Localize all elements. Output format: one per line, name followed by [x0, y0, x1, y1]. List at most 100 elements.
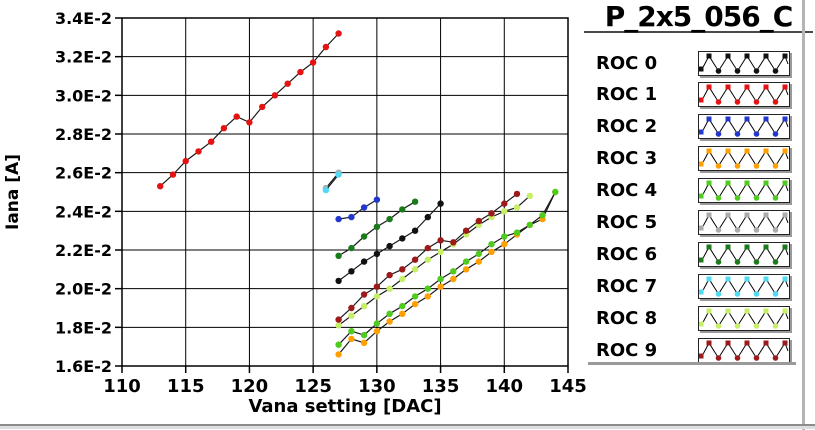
data-point: [462, 266, 470, 273]
data-point: [424, 244, 431, 252]
data-point: [271, 92, 279, 99]
data-point: [297, 68, 304, 76]
legend-marker-box[interactable]: [698, 305, 790, 331]
legend-zigzag-icon: [698, 276, 789, 297]
data-point: [450, 268, 457, 275]
legend-marker-box[interactable]: [698, 146, 790, 172]
legend-marker-box[interactable]: [698, 273, 790, 299]
window-right-bevel: [802, 0, 805, 430]
data-point: [411, 300, 419, 308]
y-tick-label: 2.8E-2: [55, 125, 112, 144]
data-point: [411, 293, 419, 300]
y-tick-label: 1.8E-2: [55, 318, 112, 337]
data-point: [373, 250, 381, 258]
legend-marker-box[interactable]: [698, 241, 790, 267]
data-point: [513, 204, 521, 211]
data-point: [475, 217, 482, 225]
data-point: [488, 248, 495, 256]
legend-zigzag-icon: [698, 148, 789, 169]
x-tick-label: 110: [103, 376, 141, 397]
data-point: [501, 241, 508, 248]
y-tick-label: 2.4E-2: [55, 202, 112, 221]
data-point: [335, 351, 342, 358]
data-point: [386, 310, 393, 317]
legend-zigzag-icon: [698, 180, 789, 201]
data-point: [501, 208, 508, 215]
data-point: [360, 291, 368, 298]
legend-bottom-bevel: [588, 362, 796, 365]
legend-item-roc-2[interactable]: ROC 2: [596, 114, 796, 140]
data-point: [360, 331, 368, 339]
data-point: [360, 258, 368, 265]
legend-item-roc-9[interactable]: ROC 9: [596, 337, 796, 363]
window-bottom-bevel-light: [0, 426, 815, 429]
legend-marker-box[interactable]: [698, 210, 790, 235]
x-tick-label: 125: [294, 376, 332, 397]
series-line-roc-2: [338, 199, 378, 220]
data-point: [233, 113, 240, 120]
data-point: [284, 80, 291, 87]
legend-zigzag-icon: [698, 116, 789, 138]
legend-marker-box[interactable]: [698, 50, 790, 76]
legend-marker-box[interactable]: [698, 82, 790, 108]
data-point: [462, 227, 470, 234]
legend-marker-box[interactable]: [698, 178, 790, 204]
legend-item-roc-3[interactable]: ROC 3: [596, 146, 796, 172]
legend-zigzag-icon: [698, 244, 789, 265]
legend-label: ROC 1: [596, 84, 658, 106]
legend-label: ROC 6: [596, 243, 658, 265]
data-point: [169, 171, 177, 178]
legend-label: ROC 8: [596, 307, 658, 329]
x-tick-label: 135: [422, 376, 460, 397]
data-point: [513, 229, 521, 236]
data-point: [411, 198, 419, 205]
data-point: [335, 215, 342, 223]
data-point: [386, 318, 393, 325]
data-point: [259, 103, 266, 111]
data-point: [424, 256, 431, 263]
data-point: [475, 250, 482, 258]
data-point: [348, 335, 355, 343]
data-point: [501, 200, 508, 207]
y-tick-label: 1.6E-2: [55, 357, 112, 376]
legend-label: ROC 5: [596, 212, 658, 233]
legend-item-roc-7[interactable]: ROC 7: [596, 273, 796, 299]
legend-label: ROC 2: [596, 116, 658, 138]
legend-zigzag-icon: [698, 84, 789, 106]
data-point: [335, 171, 342, 178]
page-title: P_2x5_056_C: [584, 0, 813, 33]
data-point: [373, 293, 381, 300]
data-point: [552, 188, 559, 196]
data-point: [373, 283, 381, 290]
legend-label: ROC 4: [596, 180, 658, 202]
data-point: [399, 266, 406, 273]
data-point: [411, 266, 419, 273]
plot-frame: [121, 17, 569, 367]
legend-marker-box[interactable]: [698, 337, 790, 363]
data-point: [348, 244, 355, 252]
series-line-roc-3: [338, 191, 556, 355]
data-point: [399, 275, 406, 283]
window-bottom-bevel-dark: [0, 424, 815, 426]
y-tick-label: 3.4E-2: [55, 9, 112, 28]
data-point: [424, 285, 431, 292]
legend-item-roc-4[interactable]: ROC 4: [596, 178, 796, 204]
data-point: [309, 59, 317, 66]
data-point: [437, 275, 444, 283]
legend-item-roc-8[interactable]: ROC 8: [596, 305, 796, 331]
data-point: [373, 196, 381, 203]
legend-marker-box[interactable]: [698, 114, 790, 140]
legend-item-roc-5[interactable]: ROC 5: [596, 210, 796, 236]
data-point: [348, 312, 355, 319]
legend-label: ROC 0: [596, 52, 658, 74]
legend-item-roc-6[interactable]: ROC 6: [596, 241, 796, 267]
x-tick-label: 145: [549, 376, 587, 397]
data-point: [360, 339, 368, 346]
legend-item-roc-1[interactable]: ROC 1: [596, 82, 796, 108]
data-point: [411, 256, 419, 263]
x-tick-label: 140: [485, 376, 523, 397]
legend-item-roc-0[interactable]: ROC 0: [596, 50, 796, 76]
data-point: [373, 328, 381, 335]
